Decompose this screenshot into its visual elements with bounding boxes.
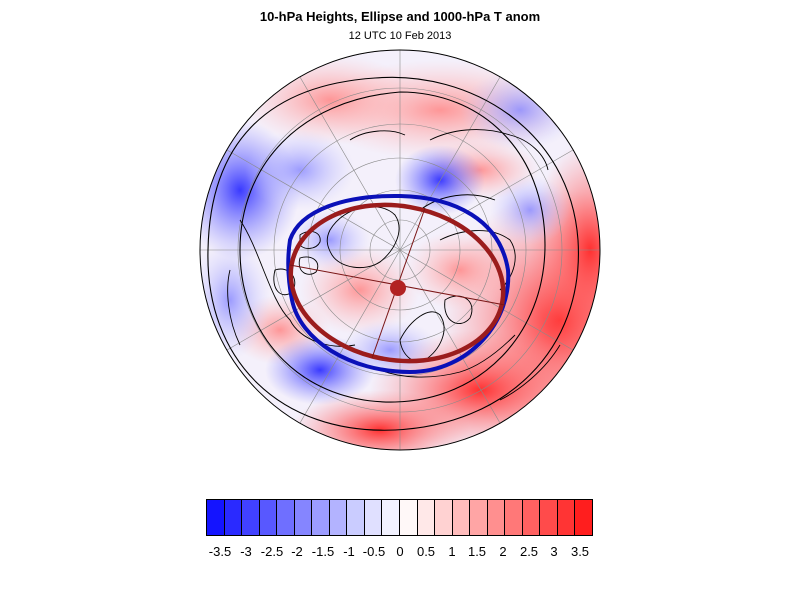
colorbar-labels: -3.5 -3 -2.5 -2 -1.5 -1 -0.5 0 0.5 1 1.5…	[0, 544, 800, 560]
colorbar-tick-label: -3.5	[208, 544, 232, 559]
chart-subtitle: 12 UTC 10 Feb 2013	[348, 30, 452, 42]
fitted-ellipse	[288, 202, 506, 364]
colorbar-segment	[224, 500, 243, 535]
colorbar-tick-label: 2.5	[519, 544, 539, 559]
colorbar-tick-label: 1.5	[467, 544, 487, 559]
colorbar-segment	[259, 500, 278, 535]
colorbar-segment	[417, 500, 436, 535]
colorbar-segment	[382, 500, 401, 535]
colorbar-tick-label: 3	[550, 544, 558, 559]
colorbar-segment	[400, 500, 418, 535]
colorbar-segment	[557, 500, 576, 535]
colorbar-segment	[312, 500, 330, 535]
colorbar-tick-label: -2	[291, 544, 303, 559]
colorbar-segment	[452, 500, 471, 535]
polar-map	[199, 49, 601, 451]
colorbar-segment	[487, 500, 506, 535]
colorbar-segment	[435, 500, 453, 535]
colorbar-tick-label: -2.5	[260, 544, 284, 559]
globe-outline	[199, 49, 601, 451]
colorbar-segment	[242, 500, 260, 535]
colorbar-tick-label: 0.5	[416, 544, 436, 559]
colorbar-tick-label: -3	[240, 544, 252, 559]
colorbar-tick-label: 0	[396, 544, 404, 559]
colorbar-segment	[364, 500, 383, 535]
colorbar-tick-label: 1	[448, 544, 456, 559]
coastlines	[227, 129, 561, 401]
colorbar-segment	[540, 500, 558, 535]
colorbar-tick-label: -0.5	[362, 544, 386, 559]
colorbar-segment	[505, 500, 523, 535]
colorbar-segment	[522, 500, 541, 535]
colorbar-segment	[329, 500, 348, 535]
temperature-anomaly-field	[200, 50, 600, 450]
colorbar-segment	[294, 500, 313, 535]
colorbar-segment	[277, 500, 295, 535]
colorbar-tick-label: 3.5	[570, 544, 590, 559]
colorbar-segment	[347, 500, 365, 535]
colorbar-tick-label: -1.5	[311, 544, 335, 559]
longitude-lines	[200, 50, 600, 450]
colorbar	[206, 499, 593, 536]
colorbar-tick-label: -1	[343, 544, 355, 559]
colorbar-segment	[470, 500, 488, 535]
chart-title: 10-hPa Heights, Ellipse and 1000-hPa T a…	[259, 9, 541, 24]
colorbar-tick-label: 2	[499, 544, 507, 559]
colorbar-segment	[207, 500, 225, 535]
colorbar-segment	[575, 500, 593, 535]
height-contours	[207, 76, 579, 431]
ellipse-center-marker	[390, 280, 406, 296]
